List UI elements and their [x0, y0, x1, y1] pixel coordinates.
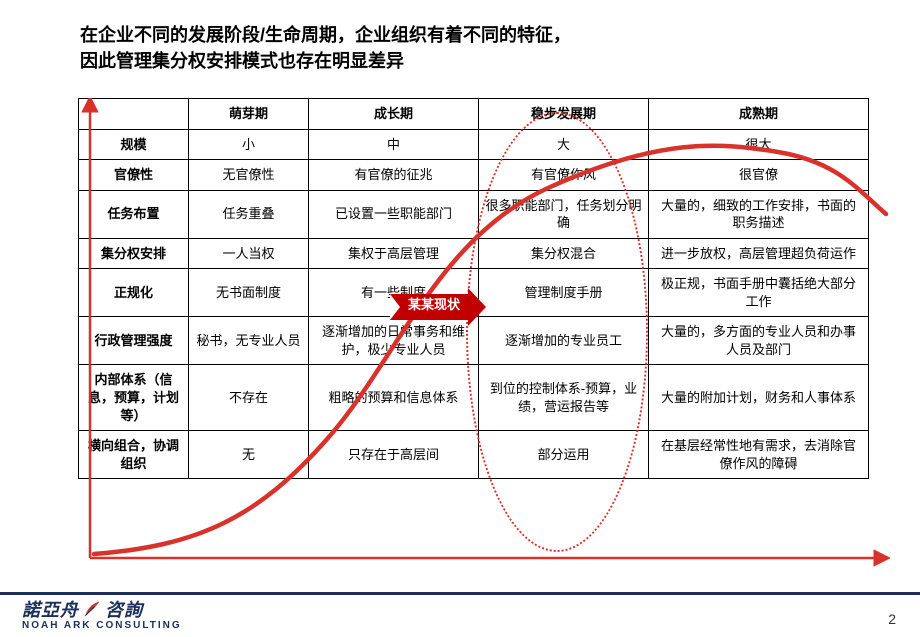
table-cell: 有一些制度: [309, 269, 479, 317]
feather-icon: [83, 600, 101, 618]
table-row: 集分权安排一人当权集权于高层管理集分权混合进一步放权，高层管理超负荷运作: [79, 238, 869, 269]
table-cell: 已设置一些职能部门: [309, 190, 479, 238]
table-cell: 大量的，细致的工作安排，书面的职务描述: [649, 190, 869, 238]
col-hdr-4: 成熟期: [649, 99, 869, 130]
page-number: 2: [888, 611, 896, 627]
table-cell: 部分运用: [479, 431, 649, 479]
table-cell: 只存在于高层间: [309, 431, 479, 479]
table-cell: 中: [309, 129, 479, 160]
row-hdr: 规模: [79, 129, 189, 160]
row-hdr: 集分权安排: [79, 238, 189, 269]
table-cell: 秘书，无专业人员: [189, 317, 309, 365]
row-hdr: 任务布置: [79, 190, 189, 238]
col-hdr-blank: [79, 99, 189, 130]
table-cell: 有官僚的征兆: [309, 160, 479, 191]
logo-cn-right: 咨詢: [105, 596, 143, 622]
row-hdr: 官僚性: [79, 160, 189, 191]
table-cell: 极正规，书面手册中囊括绝大部分工作: [649, 269, 869, 317]
table-cell: 很多职能部门，任务划分明确: [479, 190, 649, 238]
table-cell: 有官僚作风: [479, 160, 649, 191]
table-cell: 粗略的预算和信息体系: [309, 365, 479, 431]
table-cell: 任务重叠: [189, 190, 309, 238]
table-cell: 逐渐增加的专业员工: [479, 317, 649, 365]
title-line-1: 在企业不同的发展阶段/生命周期，企业组织有着不同的特征，: [80, 25, 571, 45]
table-row: 任务布置任务重叠已设置一些职能部门很多职能部门，任务划分明确大量的，细致的工作安…: [79, 190, 869, 238]
table-cell: 无: [189, 431, 309, 479]
table-row: 规模小中大很大: [79, 129, 869, 160]
table-cell: 到位的控制体系-预算，业绩，营运报告等: [479, 365, 649, 431]
table-row: 正规化无书面制度有一些制度管理制度手册极正规，书面手册中囊括绝大部分工作: [79, 269, 869, 317]
table-row: 官僚性无官僚性有官僚的征兆有官僚作风很官僚: [79, 160, 869, 191]
table-cell: 无书面制度: [189, 269, 309, 317]
table-row: 行政管理强度秘书，无专业人员逐渐增加的日常事务和维护，极少专业人员逐渐增加的专业…: [79, 317, 869, 365]
table-cell: 在基层经常性地有需求，去消除官僚作风的障碍: [649, 431, 869, 479]
lifecycle-table: 萌芽期 成长期 稳步发展期 成熟期 规模小中大很大官僚性无官僚性有官僚的征兆有官…: [78, 98, 869, 479]
table-cell: 小: [189, 129, 309, 160]
table-cell: 逐渐增加的日常事务和维护，极少专业人员: [309, 317, 479, 365]
col-hdr-1: 萌芽期: [189, 99, 309, 130]
table-cell: 管理制度手册: [479, 269, 649, 317]
table-cell: 集权于高层管理: [309, 238, 479, 269]
row-hdr: 行政管理强度: [79, 317, 189, 365]
table-cell: 进一步放权，高层管理超负荷运作: [649, 238, 869, 269]
col-hdr-2: 成长期: [309, 99, 479, 130]
table-row: 横向组合，协调组织无只存在于高层间部分运用在基层经常性地有需求，去消除官僚作风的…: [79, 431, 869, 479]
footer-divider: [0, 592, 920, 595]
table-cell: 大: [479, 129, 649, 160]
table-cell: 集分权混合: [479, 238, 649, 269]
row-hdr: 正规化: [79, 269, 189, 317]
table-cell: 很官僚: [649, 160, 869, 191]
table-cell: 大量的，多方面的专业人员和办事人员及部门: [649, 317, 869, 365]
col-hdr-3: 稳步发展期: [479, 99, 649, 130]
table-cell: 大量的附加计划，财务和人事体系: [649, 365, 869, 431]
table-header-row: 萌芽期 成长期 稳步发展期 成熟期: [79, 99, 869, 130]
row-hdr: 横向组合，协调组织: [79, 431, 189, 479]
slide-title: 在企业不同的发展阶段/生命周期，企业组织有着不同的特征， 因此管理集分权安排模式…: [80, 22, 860, 74]
table-cell: 不存在: [189, 365, 309, 431]
table-row: 内部体系（信息，预算，计划等）不存在粗略的预算和信息体系到位的控制体系-预算，业…: [79, 365, 869, 431]
logo-en: NOAH ARK CONSULTING: [22, 620, 182, 631]
brand-logo: 諾亞舟 咨詢 NOAH ARK CONSULTING: [22, 596, 182, 631]
lifecycle-table-wrap: 萌芽期 成长期 稳步发展期 成熟期 规模小中大很大官僚性无官僚性有官僚的征兆有官…: [78, 98, 868, 479]
table-cell: 很大: [649, 129, 869, 160]
table-cell: 无官僚性: [189, 160, 309, 191]
logo-cn-left: 諾亞舟: [22, 596, 79, 622]
table-cell: 一人当权: [189, 238, 309, 269]
title-line-2: 因此管理集分权安排模式也存在明显差异: [80, 51, 404, 71]
row-hdr: 内部体系（信息，预算，计划等）: [79, 365, 189, 431]
